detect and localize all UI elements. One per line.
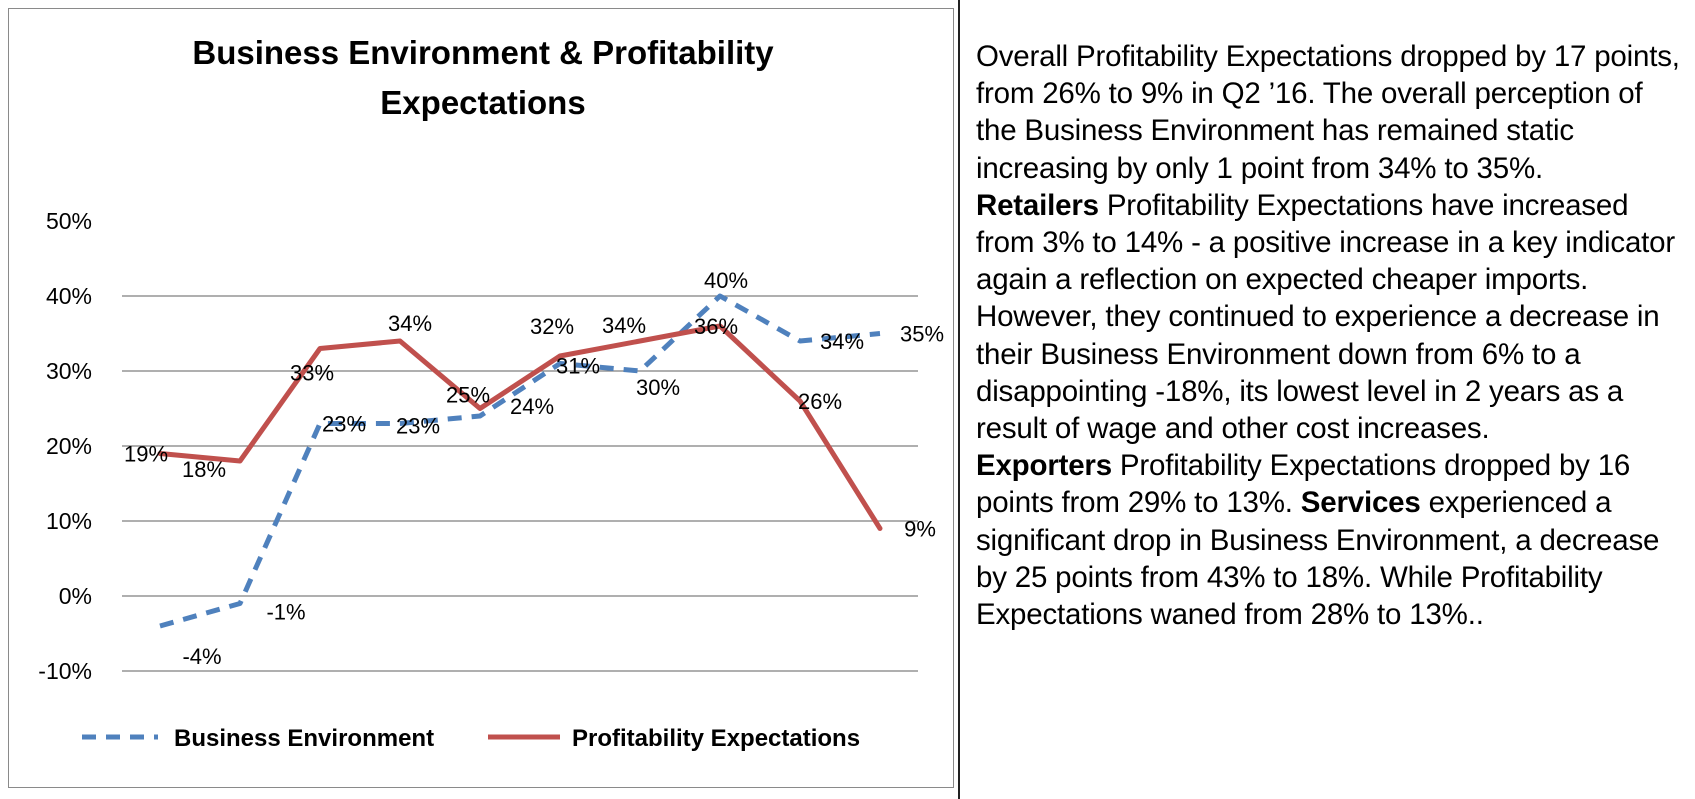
y-tick-label: 50% <box>46 208 92 234</box>
retailers-text: Profitability Expectations have increase… <box>976 188 1675 446</box>
exporters-text: Profitability Expectations dropped by 16… <box>976 449 1631 520</box>
services-text: experienced a significant drop in Busine… <box>976 486 1660 632</box>
data-label: 31% <box>556 354 600 379</box>
chart-title-line: Business Environment & Profitability <box>192 34 774 71</box>
data-label: 26% <box>798 389 842 414</box>
profitability-expectations-line <box>157 323 883 531</box>
legend-label-profitability-expectations: Profitability Expectations <box>572 725 860 752</box>
data-label: 25% <box>446 383 490 408</box>
data-label: 34% <box>820 329 864 354</box>
services-heading: Services <box>1300 486 1421 520</box>
data-label: 34% <box>388 311 432 336</box>
y-tick-label: 20% <box>46 433 92 459</box>
data-label: 32% <box>530 314 574 339</box>
y-tick-label: 30% <box>46 358 92 384</box>
line-chart: Business Environment & Profitability Expe… <box>38 34 944 752</box>
data-label: 19% <box>124 442 168 467</box>
panel-divider <box>958 0 960 799</box>
data-label: -1% <box>266 600 305 625</box>
y-tick-label: 0% <box>59 583 92 609</box>
legend-label-business-environment: Business Environment <box>174 725 434 752</box>
data-label: 40% <box>704 268 748 293</box>
business-environment-line <box>159 293 881 629</box>
data-label: 33% <box>290 361 334 386</box>
data-label: 9% <box>904 517 936 542</box>
retailers-heading: Retailers <box>976 188 1099 222</box>
chart-title-line: Expectations <box>380 84 585 121</box>
data-label: 35% <box>900 322 944 347</box>
y-tick-label: 10% <box>46 508 92 534</box>
data-label: 23% <box>322 412 366 437</box>
data-label: 34% <box>602 313 646 338</box>
y-tick-label: 40% <box>46 283 92 309</box>
data-label: 24% <box>510 394 554 419</box>
data-label: 36% <box>694 314 738 339</box>
overall-summary: Overall Profitability Expectations dropp… <box>976 40 1680 185</box>
data-label: 18% <box>182 457 226 482</box>
y-tick-label: -10% <box>38 658 92 684</box>
commentary-paragraph: Overall Profitability Expectations dropp… <box>976 38 1688 633</box>
commentary-text: Overall Profitability Expectations dropp… <box>976 38 1688 633</box>
data-label: 30% <box>636 375 680 400</box>
data-label: 23% <box>396 414 440 439</box>
exporters-heading: Exporters <box>976 449 1112 483</box>
data-label: -4% <box>182 644 221 669</box>
